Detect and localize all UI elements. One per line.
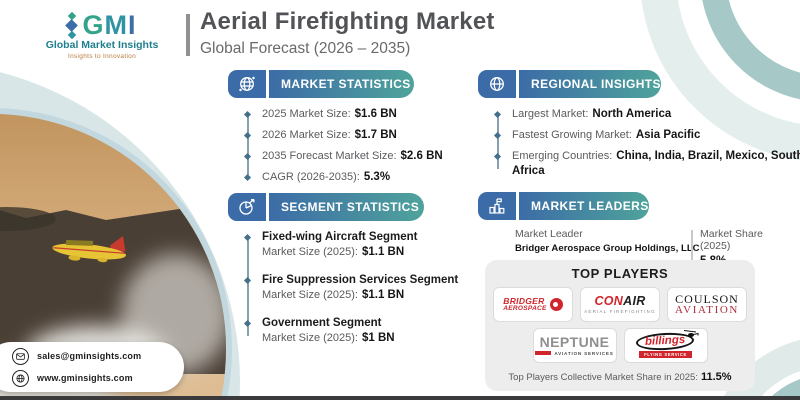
- brand-tagline: Insights to Innovation: [67, 53, 137, 60]
- contact-email[interactable]: sales@gminsights.com: [37, 351, 142, 361]
- logo-conair: CONAIR AERIAL FIREFIGHTING: [580, 287, 660, 322]
- bridger-emblem-icon: [549, 298, 563, 311]
- bottom-edge-bar: [0, 396, 800, 400]
- section-segment-statistics: SEGMENT STATISTICS Fixed-wing Aircraft S…: [228, 193, 470, 359]
- stat-item: 2035 Forecast Market Size: $2.6 BN: [228, 149, 470, 164]
- section-market-statistics: MARKET STATISTICS 2025 Market Size: $1.6 …: [228, 70, 470, 191]
- logo-bridger-aerospace: BRIDGER AEROSPACE: [493, 287, 573, 322]
- brand-name: Global Market Insights: [45, 39, 159, 51]
- region-item: Emerging Countries: China, India, Brazil,…: [478, 149, 800, 179]
- firefighting-plane-icon: [52, 235, 126, 263]
- gmi-letters: GMI: [82, 10, 137, 40]
- logo-billings-flying-service: billings FLYING SERVICE: [623, 328, 708, 363]
- market-statistics-list: 2025 Market Size: $1.6 BN 2026 Market Siz…: [228, 107, 470, 185]
- stat-item: 2025 Market Size: $1.6 BN: [228, 107, 470, 122]
- section-title-market-leaders: MARKET LEADERS: [519, 192, 649, 220]
- top-players-title: TOP PLAYERS: [571, 266, 669, 281]
- segment-item: Fire Suppression Services Segment Market…: [228, 273, 470, 303]
- leader-divider: [691, 230, 693, 260]
- logo-coulson-aviation: COULSON AVIATION: [667, 287, 747, 322]
- contact-pill: sales@gminsights.com www.gminsights.com: [0, 342, 184, 392]
- section-title-market-statistics: MARKET STATISTICS: [269, 70, 414, 98]
- neptune-red-bar: [535, 351, 552, 355]
- segment-item: Fixed-wing Aircraft Segment Market Size …: [228, 230, 470, 260]
- segment-statistics-list: Fixed-wing Aircraft Segment Market Size …: [228, 230, 470, 346]
- podium-flag-icon: [478, 192, 516, 220]
- stat-item: CAGR (2026-2035): 5.3%: [228, 170, 470, 185]
- section-title-segment-statistics: SEGMENT STATISTICS: [269, 193, 424, 221]
- gmi-logo: GMI Global Market Insights Insights to I…: [22, 10, 182, 60]
- segment-item: Government Segment Market Size (2025): $1…: [228, 316, 470, 346]
- regional-insights-list: Largest Market: North America Fastest Gro…: [478, 107, 800, 179]
- contact-website-row[interactable]: www.gminsights.com: [12, 369, 184, 387]
- website-globe-icon: [12, 369, 29, 387]
- stat-item: 2026 Market Size: $1.7 BN: [228, 128, 470, 143]
- page-subtitle: Global Forecast (2026 – 2035): [200, 40, 411, 57]
- helicopter-icon: [683, 329, 699, 344]
- section-regional-insights: REGIONAL INSIGHTS Largest Market: North A…: [478, 70, 800, 185]
- top-players-caption: Top Players Collective Market Share in 2…: [508, 371, 732, 383]
- title-divider: [186, 14, 190, 56]
- contact-website[interactable]: www.gminsights.com: [37, 373, 133, 383]
- market-leader-name: Bridger Aerospace Group Holdings, LLC: [515, 243, 700, 254]
- pie-chart-icon: [228, 193, 266, 221]
- logo-neptune-aviation: NEPTUNE AVIATION SERVICES: [532, 328, 617, 363]
- email-icon: [12, 347, 29, 365]
- market-share-label: Market Share (2025): [700, 228, 764, 252]
- globe-icon: [478, 70, 516, 98]
- region-item: Fastest Growing Market: Asia Pacific: [478, 128, 796, 143]
- contact-email-row[interactable]: sales@gminsights.com: [12, 347, 184, 365]
- market-leader-label: Market Leader: [515, 228, 583, 240]
- region-item: Largest Market: North America: [478, 107, 796, 122]
- section-title-regional-insights: REGIONAL INSIGHTS: [519, 70, 661, 98]
- globe-network-icon: [228, 70, 266, 98]
- gmi-diamonds-icon: [65, 11, 79, 39]
- top-players-card: TOP PLAYERS BRIDGER AEROSPACE CONAIR AER…: [485, 260, 755, 391]
- page-title: Aerial Firefighting Market: [200, 8, 495, 35]
- section-market-leaders: MARKET LEADERS Market Leader Bridger Aer…: [478, 192, 796, 268]
